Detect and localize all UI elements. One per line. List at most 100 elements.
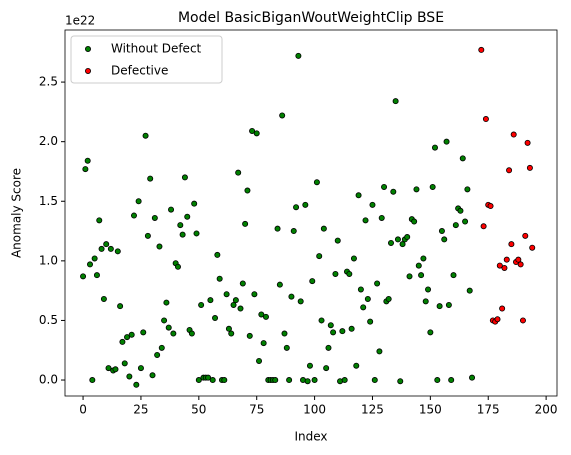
point	[522, 232, 529, 239]
chart-title: Model BasicBiganWoutWeightClip BSE	[178, 10, 444, 26]
point	[431, 144, 438, 151]
point	[496, 262, 503, 269]
point	[214, 251, 221, 258]
point	[107, 245, 114, 252]
point	[156, 243, 163, 250]
point	[422, 298, 429, 305]
point	[462, 218, 469, 225]
point	[330, 329, 337, 336]
point	[151, 214, 158, 221]
point	[323, 365, 330, 372]
point	[168, 206, 175, 213]
point	[325, 344, 332, 351]
point	[96, 217, 103, 224]
x-tick-label: 150	[419, 403, 442, 417]
point	[425, 286, 432, 293]
point	[276, 281, 283, 288]
point	[260, 340, 267, 347]
point	[387, 239, 394, 246]
point	[353, 362, 360, 369]
point	[198, 301, 205, 308]
point	[158, 344, 165, 351]
point	[469, 374, 476, 381]
point	[262, 313, 269, 320]
point	[133, 381, 140, 388]
point	[318, 317, 325, 324]
point	[225, 325, 232, 332]
point	[306, 362, 313, 369]
point	[452, 222, 459, 229]
point	[327, 322, 334, 329]
point	[191, 200, 198, 207]
point	[309, 278, 316, 285]
point	[392, 98, 399, 105]
point	[418, 272, 425, 279]
point	[434, 377, 441, 384]
point	[212, 315, 219, 322]
point	[279, 112, 286, 119]
point	[253, 130, 260, 137]
point	[480, 223, 487, 230]
point	[144, 232, 151, 239]
point	[137, 365, 144, 372]
y-offset-label: 1e22	[65, 14, 95, 28]
point	[223, 291, 230, 298]
point	[230, 301, 237, 308]
x-tick-label: 0	[79, 403, 87, 417]
point	[244, 187, 251, 194]
point	[140, 329, 147, 336]
point	[506, 167, 513, 174]
point	[313, 179, 320, 186]
point	[376, 348, 383, 355]
point	[501, 265, 508, 272]
point	[360, 304, 367, 311]
point	[188, 330, 195, 337]
point	[135, 198, 142, 205]
point	[128, 331, 135, 338]
point	[459, 155, 466, 162]
point	[367, 318, 374, 325]
point	[256, 357, 263, 364]
point	[429, 183, 436, 190]
point	[163, 299, 170, 306]
point	[304, 378, 311, 385]
y-tick-label: 1.5	[39, 194, 58, 208]
point	[274, 225, 281, 232]
point	[445, 301, 452, 308]
point	[124, 334, 131, 341]
point	[80, 273, 87, 280]
point	[334, 237, 341, 244]
point	[369, 201, 376, 208]
point	[348, 325, 355, 332]
point	[184, 213, 191, 220]
point	[357, 286, 364, 293]
point	[302, 201, 309, 208]
point	[181, 174, 188, 181]
point	[346, 270, 353, 277]
point	[228, 330, 235, 337]
point	[466, 287, 473, 294]
legend-label: Defective	[111, 64, 168, 78]
legend-box	[70, 35, 223, 84]
point	[249, 127, 256, 134]
point	[297, 298, 304, 305]
legend-marker	[85, 68, 92, 75]
point	[242, 220, 249, 227]
legend-label: Without Defect	[111, 42, 202, 56]
x-tick-label: 75	[249, 403, 264, 417]
point	[114, 248, 121, 255]
point	[179, 231, 186, 238]
point	[320, 225, 327, 232]
x-tick-label: 100	[303, 403, 326, 417]
y-tick-label: 1.0	[39, 253, 58, 267]
point	[149, 372, 156, 379]
point	[420, 255, 427, 262]
x-tick-label: 125	[361, 403, 384, 417]
point	[494, 316, 501, 323]
point	[482, 116, 489, 123]
y-tick-label: 0.0	[39, 373, 58, 387]
point	[385, 295, 392, 302]
legend-marker	[85, 46, 92, 53]
point	[221, 377, 228, 384]
